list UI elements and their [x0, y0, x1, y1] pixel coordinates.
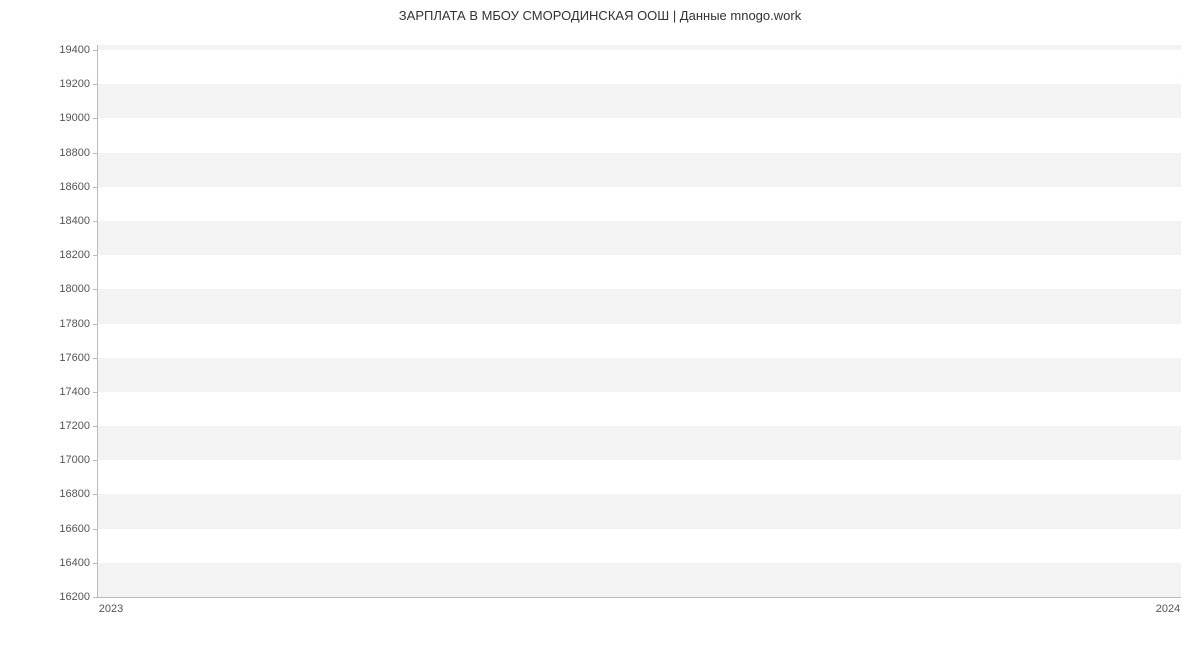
- grid-band: [98, 45, 1181, 50]
- y-tick-mark: [93, 153, 98, 154]
- y-tick-mark: [93, 494, 98, 495]
- grid-band: [98, 221, 1181, 255]
- chart-container: ЗАРПЛАТА В МБОУ СМОРОДИНСКАЯ ООШ | Данны…: [0, 0, 1200, 650]
- grid-band: [98, 460, 1181, 494]
- y-tick-mark: [93, 392, 98, 393]
- y-tick-mark: [93, 529, 98, 530]
- grid-band: [98, 392, 1181, 426]
- grid-band: [98, 324, 1181, 358]
- y-tick-mark: [93, 597, 98, 598]
- y-tick-mark: [93, 84, 98, 85]
- grid-band: [98, 426, 1181, 460]
- x-tick-label: 2023: [99, 597, 123, 615]
- y-tick-mark: [93, 289, 98, 290]
- grid-band: [98, 118, 1181, 152]
- grid-band: [98, 84, 1181, 118]
- grid-band: [98, 187, 1181, 221]
- y-tick-mark: [93, 255, 98, 256]
- grid-band: [98, 494, 1181, 528]
- grid-band: [98, 563, 1181, 597]
- grid-band: [98, 289, 1181, 323]
- plot-area: 1620016400166001680017000172001740017600…: [97, 45, 1181, 598]
- grid-band: [98, 255, 1181, 289]
- grid-band: [98, 358, 1181, 392]
- y-tick-mark: [93, 426, 98, 427]
- grid-band: [98, 529, 1181, 563]
- y-tick-mark: [93, 118, 98, 119]
- y-tick-mark: [93, 460, 98, 461]
- x-tick-label: 2024: [1156, 597, 1180, 615]
- y-tick-mark: [93, 187, 98, 188]
- grid-band: [98, 153, 1181, 187]
- y-tick-mark: [93, 324, 98, 325]
- y-tick-mark: [93, 221, 98, 222]
- y-tick-mark: [93, 50, 98, 51]
- grid-band: [98, 50, 1181, 84]
- y-tick-mark: [93, 358, 98, 359]
- chart-title: ЗАРПЛАТА В МБОУ СМОРОДИНСКАЯ ООШ | Данны…: [0, 0, 1200, 23]
- y-tick-mark: [93, 563, 98, 564]
